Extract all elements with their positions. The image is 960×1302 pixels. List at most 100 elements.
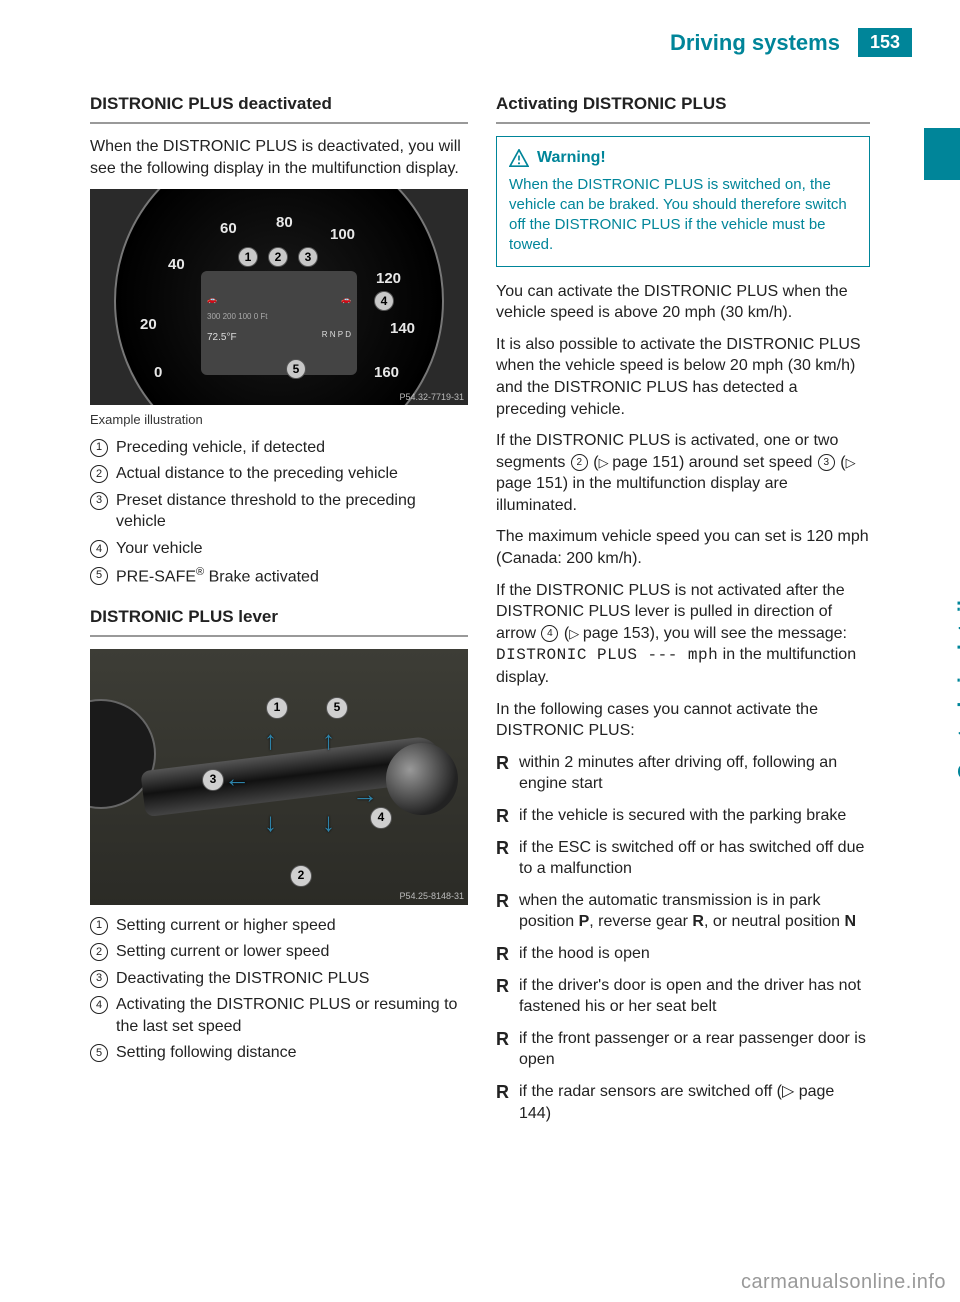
bullet-text: if the hood is open [519,943,650,965]
callout-marker: 1 [238,247,258,267]
section-heading-lever: DISTRONIC PLUS lever [90,606,468,637]
illustration-lever: 12345 ↑↑↓↓←→ P54.25-8148-31 [90,649,468,905]
legend-item: 1Setting current or higher speed [90,915,468,937]
page-ref-153: page 153 [569,625,649,642]
legend-number: 1 [90,917,108,935]
legend-item: 5Setting following distance [90,1042,468,1064]
bullet-text: within 2 minutes after driving off, foll… [519,752,870,795]
p3-mid2: ) around set speed [679,454,817,471]
page-ref-151a: page 151 [599,454,679,471]
bullet-item: Rwithin 2 minutes after driving off, fol… [496,752,870,795]
illustration-speedometer: 🚗 🚗 300 200 100 0 Ft 72.5°F R N P D 0 20 4… [90,189,468,405]
bullet-marker: R [496,977,509,995]
legend-number: 2 [90,465,108,483]
bullet-marker: R [496,839,509,857]
ref-circle-3: 3 [818,454,835,471]
p5-mid2: ), you will see the message: [650,625,847,642]
activate-p6: In the following cases you cannot activa… [496,699,870,742]
direction-arrow-icon: ↑ [264,723,277,758]
legend-text: PRE-SAFE® Brake activated [116,565,319,588]
speed-number: 80 [276,213,293,233]
bullet-text: if the ESC is switched off or has switch… [519,837,870,880]
legend-item: 5 PRE-SAFE® Brake activated [90,565,468,588]
legend-text: Deactivating the DISTRONIC PLUS [116,968,369,990]
bullet-item: Rif the vehicle is secured with the park… [496,805,870,827]
activate-p1: You can activate the DISTRONIC PLUS when… [496,281,870,324]
legend-list-1: 1 Preceding vehicle, if detected 2 Actual d… [90,437,468,588]
legend-text: Preceding vehicle, if detected [116,437,325,459]
section-heading-deactivated: DISTRONIC PLUS deactivated [90,93,468,124]
warning-box: Warning! When the DISTRONIC PLUS is swit… [496,136,870,267]
direction-arrow-icon: ↓ [264,805,277,840]
right-column: Activating DISTRONIC PLUS Warning! When … [496,85,870,1134]
activate-p3: If the DISTRONIC PLUS is activated, one … [496,430,870,516]
warning-header: Warning! [509,147,857,169]
speed-number: 0 [154,363,162,383]
illustration-code: P54.32-7719-31 [399,391,464,403]
bullet-text: when the automatic transmission is in pa… [519,890,870,933]
activate-p4: The maximum vehicle speed you can set is… [496,526,870,569]
car-icon: 🚗 [341,295,351,306]
warning-body: When the DISTRONIC PLUS is switched on, … [509,175,857,256]
bullet-item: Rwhen the automatic transmission is in p… [496,890,870,933]
legend-number: 1 [90,439,108,457]
bullet-marker: R [496,807,509,825]
content-columns: DISTRONIC PLUS deactivated When the DIST… [0,85,960,1134]
legend-number: 5 [90,567,108,585]
car-icon: 🚗 [207,295,217,306]
legend-text: Setting current or lower speed [116,941,329,963]
legend-item: 2Setting current or lower speed [90,941,468,963]
speed-number: 60 [220,219,237,239]
direction-arrow-icon: ← [224,761,250,796]
legend-text: Actual distance to the preceding vehicle [116,463,398,485]
direction-arrow-icon: → [352,777,378,812]
bullet-item: Rif the radar sensors are switched off (… [496,1081,870,1124]
bullet-marker: R [496,945,509,963]
callout-marker: 5 [326,697,348,719]
ref-circle-2: 2 [571,454,588,471]
speed-number: 100 [330,225,355,245]
speed-number: 140 [390,319,415,339]
callout-marker: 3 [298,247,318,267]
bullet-item: Rif the ESC is switched off or has switc… [496,837,870,880]
direction-arrow-icon: ↓ [322,805,335,840]
legend-item: 3 Preset distance threshold to the preced… [90,490,468,533]
p3-mid1: ( [589,454,599,471]
left-column: DISTRONIC PLUS deactivated When the DIST… [90,85,468,1134]
cannot-activate-list: Rwithin 2 minutes after driving off, fol… [496,752,870,1124]
legend-item: 4Your vehicle [90,538,468,560]
p5-mid: ( [559,625,569,642]
bullet-text: if the radar sensors are switched off (▷… [519,1081,870,1124]
speed-number: 20 [140,315,157,335]
illustration-caption: Example illustration [90,411,468,429]
distance-scale: 300 200 100 0 Ft [207,312,351,323]
activate-p2: It is also possible to activate the DIST… [496,334,870,420]
callout-marker: 4 [374,291,394,311]
callout-marker: 5 [286,359,306,379]
bullet-marker: R [496,754,509,772]
legend-number: 3 [90,492,108,510]
legend-text: Preset distance threshold to the precedi… [116,490,468,533]
p3-mid3: ( [836,454,846,471]
page-header: Driving systems 153 [0,0,960,65]
callout-marker: 2 [268,247,288,267]
display-message: DISTRONIC PLUS --- mph [496,646,718,664]
direction-arrow-icon: ↑ [322,723,335,758]
legend-text: Setting following distance [116,1042,297,1064]
legend-item: 1 Preceding vehicle, if detected [90,437,468,459]
speed-number: 40 [168,255,185,275]
speed-number: 160 [374,363,399,383]
legend-number: 3 [90,970,108,988]
callout-marker: 1 [266,697,288,719]
activate-p5: If the DISTRONIC PLUS is not activated a… [496,580,870,689]
ref-circle-4: 4 [541,625,558,642]
warning-title: Warning! [537,147,606,169]
legend-item: 4Activating the DISTRONIC PLUS or resumi… [90,994,468,1037]
bullet-item: Rif the front passenger or a rear passen… [496,1028,870,1071]
bullet-text: if the front passenger or a rear passeng… [519,1028,870,1071]
legend-number: 4 [90,540,108,558]
gauge-inner-screen: 🚗 🚗 300 200 100 0 Ft 72.5°F R N P D [201,271,357,375]
bullet-marker: R [496,892,509,910]
bullet-text: if the driver's door is open and the dri… [519,975,870,1018]
footer-watermark: carmanualsonline.info [741,1271,946,1294]
